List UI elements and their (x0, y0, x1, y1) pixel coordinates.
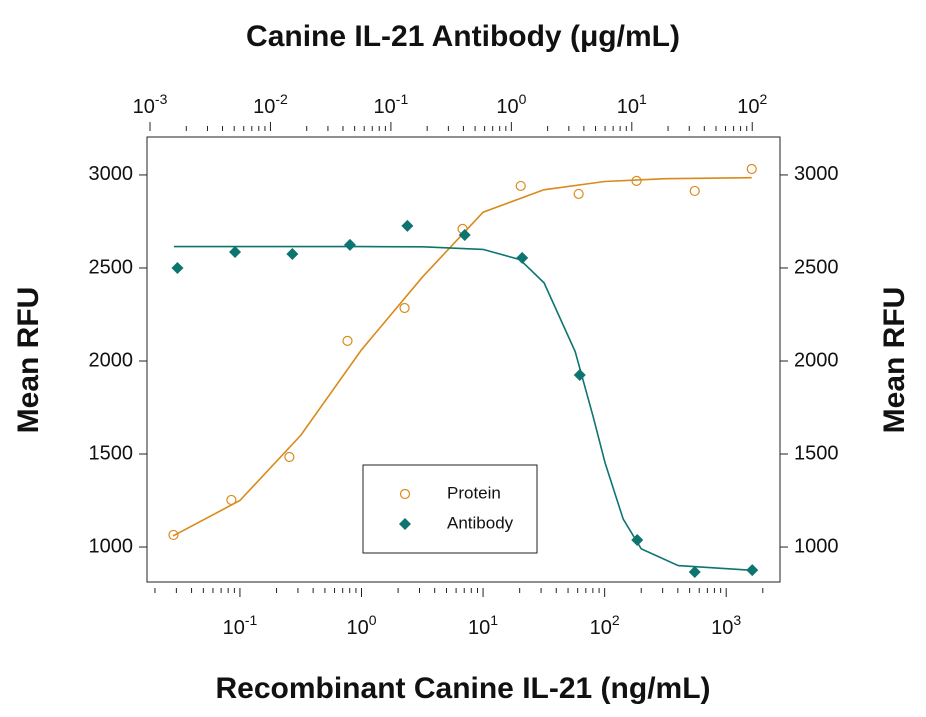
x-tick-label: 103 (711, 612, 741, 639)
x-tick-label: 100 (496, 91, 526, 118)
tick-base: 10 (737, 96, 759, 118)
tick-exponent: -1 (396, 91, 409, 107)
y2-tick-label: 2500 (794, 256, 839, 278)
y2-tick-label: 2000 (794, 349, 839, 371)
x-tick-label: 10-3 (133, 91, 168, 118)
tick-exponent: -1 (245, 612, 258, 628)
x-tick-label: 102 (590, 612, 620, 639)
data-point (458, 229, 471, 242)
tick-base: 10 (468, 617, 490, 639)
tick-exponent: 1 (490, 612, 498, 628)
y-tick-label: 2500 (89, 256, 134, 278)
y-tick-label: 1500 (89, 442, 134, 464)
tick-exponent: 3 (733, 612, 741, 628)
tick-base: 10 (223, 617, 245, 639)
y-tick-label: 2000 (89, 349, 134, 371)
legend-label: Antibody (447, 513, 514, 532)
data-point (229, 245, 242, 258)
y2-axis-title: Mean RFU (878, 287, 911, 434)
data-point (746, 163, 757, 175)
tick-exponent: 2 (759, 91, 767, 107)
y-tick-label: 1000 (89, 535, 134, 557)
tick-base: 10 (617, 96, 639, 118)
data-point (286, 248, 299, 261)
tick-base: 10 (590, 617, 612, 639)
tick-exponent: -3 (155, 91, 168, 107)
data-point (399, 302, 410, 314)
data-point (631, 175, 642, 187)
tick-base: 10 (711, 617, 733, 639)
y2-tick-label: 1500 (794, 442, 839, 464)
legend-marker (399, 518, 411, 530)
data-point (171, 261, 184, 274)
fit-curve (172, 176, 752, 537)
x-tick-label: 102 (737, 91, 767, 118)
tick-exponent: -2 (275, 91, 288, 107)
fit-curve (173, 245, 753, 572)
data-point (515, 180, 526, 192)
tick-exponent: 2 (612, 612, 620, 628)
data-point (746, 564, 759, 577)
data-point (226, 494, 237, 506)
x-axis-title: Recombinant Canine IL-21 (ng/mL) (215, 672, 710, 705)
data-point (573, 188, 584, 200)
tick-base: 10 (374, 96, 396, 118)
legend-marker (399, 488, 411, 500)
x-tick-label: 10-1 (223, 612, 258, 639)
legend-label: Protein (447, 483, 501, 502)
y2-tick-label: 1000 (794, 535, 839, 557)
y2-tick-label: 3000 (794, 163, 839, 185)
x-tick-label: 101 (617, 91, 647, 118)
data-point (401, 219, 414, 232)
tick-base: 10 (346, 617, 368, 639)
data-point (688, 565, 701, 578)
plot-frame (146, 136, 781, 583)
data-point (342, 335, 353, 346)
data-point (516, 251, 529, 264)
tick-exponent: 0 (519, 91, 527, 107)
data-point (168, 529, 179, 541)
legend-box (362, 464, 538, 554)
data-point (284, 451, 295, 463)
x-tick-label: 10-2 (253, 91, 288, 118)
data-point (343, 238, 356, 251)
chart-title: Canine IL-21 Antibody (μg/mL) (246, 20, 680, 53)
tick-base: 10 (253, 96, 275, 118)
data-point (573, 368, 586, 381)
tick-exponent: 0 (369, 612, 377, 628)
x-tick-label: 101 (468, 612, 498, 639)
tick-base: 10 (496, 96, 518, 118)
x-tick-label: 10-1 (374, 91, 409, 118)
y-axis-title: Mean RFU (12, 287, 45, 434)
y-tick-label: 3000 (89, 163, 134, 185)
tick-base: 10 (133, 96, 155, 118)
data-point (631, 533, 644, 546)
data-point (689, 185, 700, 197)
x-tick-label: 100 (346, 612, 376, 639)
tick-exponent: 1 (639, 91, 647, 107)
